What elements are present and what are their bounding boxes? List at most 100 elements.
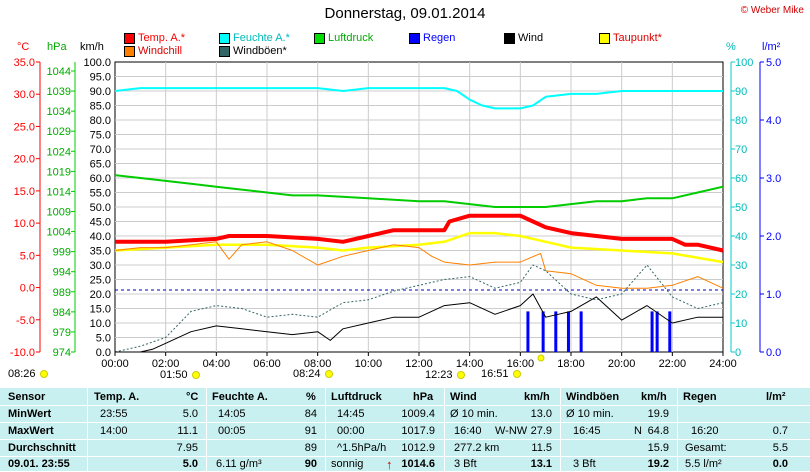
wind-tick-label: 45.0 [90,217,111,229]
legend-wind: Wind [504,32,543,44]
wind-tick-label: 50.0 [90,202,111,214]
rain-tick-label: 4.0 [766,115,781,127]
row-label-current: 09.01. 23:55 [8,458,70,470]
x-tick-label: 16:00 [507,358,535,370]
rain-tick-label: 2.0 [766,231,781,243]
pressure-tick-label: 1044 [47,66,71,78]
max-rain-value: 0.7 [772,425,788,437]
sun-icon [40,370,48,378]
x-tick-label: 12:00 [405,358,433,370]
chart-title: Donnerstag, 09.01.2014 [324,5,486,22]
rain-tick-label: 0.0 [766,347,781,359]
header-sensor: Sensor [8,391,46,403]
pressure-tick-label: 974 [53,347,71,359]
humidity-tick-label: 90 [735,86,747,98]
sun-icon [513,370,521,378]
pressure-unit: hPa [47,41,67,53]
pressure-tick-label: 999 [53,247,71,259]
current-humidity-value: 90 [304,458,317,470]
header-rain: Regen [683,391,717,403]
x-tick-label: 08:00 [304,358,332,370]
humidity-tick-label: 80 [735,115,747,127]
header-wind: Wind [450,391,477,403]
header-gusts-unit: km/h [641,391,667,403]
series-line [114,264,724,353]
wind-tick-label: 5.0 [96,333,111,345]
weather-chart: 00:00 02:00 04:00 06:00 08:00 10:00 12:00 14:00… [8,57,781,381]
rain-tick-label: 1.0 [766,289,781,301]
wind-tick-label: 65.0 [90,159,111,171]
current-rain-total: 5.5 l/m² [685,458,722,470]
wind-tick-label: 30.0 [90,260,111,272]
min-humidity-time: 14:05 [218,408,246,420]
header-pressure: Luftdruck [331,391,382,403]
temp-tick-label: 30.0 [14,89,35,101]
max-pressure-time: 00:00 [337,425,365,437]
legend-humidity: Feuchte A.* [219,32,290,44]
series-line [114,87,723,110]
humidity-tick-label: 0 [735,347,741,359]
avg-pressure-trend: ^1.5hPa/h [337,442,387,454]
temp-tick-label: 35.0 [14,57,35,69]
current-temp-value: 5.0 [182,458,198,470]
pressure-tick-label: 979 [53,327,71,339]
temp-tick-label: -5.0 [16,315,35,327]
min-wind-value: 13.0 [530,408,552,420]
stats-table: Sensor Temp. A. °C Feuchte A. % Luftdruc… [0,388,810,472]
min-pressure-value: 1009.4 [401,408,435,420]
wind-tick-label: 40.0 [90,231,111,243]
header-gusts: Windböen [566,391,620,403]
x-tick-label: 00:00 [101,358,129,370]
rain-bar [650,311,654,352]
pressure-tick-label: 1024 [47,146,71,158]
header-temp-unit: °C [186,391,199,403]
series-line [114,231,724,264]
min-gusts-label: Ø 10 min. [566,408,614,420]
rain-total-value: 5.5 [772,442,788,454]
sun-icon [325,370,333,378]
rain-bar [579,311,583,352]
min-wind-label: Ø 10 min. [450,408,498,420]
min-pressure-time: 14:45 [337,408,365,420]
legend-windchill: Windchill [124,45,182,57]
max-humidity-time: 00:05 [218,425,246,437]
min-humidity-value: 84 [304,408,317,420]
rain-bar [566,311,570,352]
wind-tick-label: 90.0 [90,86,111,98]
rain-bar [668,311,672,352]
max-wind-time: 16:40 [454,425,482,437]
min-temp-time: 23:55 [100,408,128,420]
header-rain-unit: l/m² [766,391,786,403]
row-label-min: MinWert [8,408,52,420]
x-tick-label: 20:00 [608,358,636,370]
max-gusts-value: 64.8 [647,425,669,437]
current-rain-value: 0.0 [772,458,788,470]
max-gusts-direction: N [634,425,642,437]
min-temp-value: 5.0 [182,408,198,420]
rain-bar [655,311,659,352]
row-label-avg: Durchschnitt [8,442,76,454]
pressure-tick-label: 1014 [47,186,71,198]
sun-icon [457,371,465,379]
current-wind-bft: 3 Bft [454,458,477,470]
pressure-tick-label: 989 [53,287,71,299]
series-line [114,241,724,289]
humidity-tick-label: 60 [735,173,747,185]
avg-pressure-value: 1012.9 [401,442,435,454]
x-tick-label: 02:00 [152,358,180,370]
max-wind-direction: W-NW [495,425,528,437]
avg-temp-value: 7.95 [176,442,198,454]
temp-tick-label: 25.0 [14,121,35,133]
rain-bar [541,311,545,352]
current-gusts-value: 19.2 [647,458,669,470]
rain-tick-label: 5.0 [766,57,781,69]
x-tick-label: 18:00 [557,358,585,370]
rain-tick-label: 3.0 [766,173,781,185]
pressure-tick-label: 994 [53,267,71,279]
sun-event-label: 08:26 [8,368,36,380]
wind-tick-label: 0.0 [96,347,111,359]
wind-tick-label: 10.0 [90,318,111,330]
current-pressure-value: 1014.6 [401,458,435,470]
wind-tick-label: 60.0 [90,173,111,185]
max-gusts-time: 16:45 [573,425,601,437]
